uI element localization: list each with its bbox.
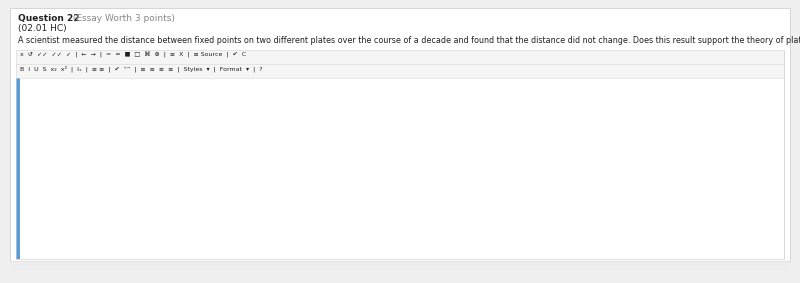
- Text: x  ↺  ✓✓  ✓✓  ✓  |  ←  →  |  =  ≈  ■  □  ⌘  ⊕  |  ≡  X  |  ≡ Source  |  ✔  C: x ↺ ✓✓ ✓✓ ✓ | ← → | = ≈ ■ □ ⌘ ⊕ | ≡ X | …: [20, 52, 246, 58]
- Text: Question 22: Question 22: [18, 14, 79, 23]
- Bar: [16, 78, 20, 259]
- Bar: [16, 50, 784, 259]
- Bar: [16, 50, 784, 64]
- Text: B  I  U  S  x₂  x²  |  Iₓ  |  ≡ ≡  |  ✔  “”  |  ≡  ≡  ≡  ≡  |  Styles  ▾  |  For: B I U S x₂ x² | Iₓ | ≡ ≡ | ✔ “” | ≡ ≡ ≡ …: [20, 66, 262, 72]
- Bar: [10, 8, 790, 261]
- Bar: [16, 64, 784, 78]
- Text: A scientist measured the distance between fixed points on two different plates o: A scientist measured the distance betwee…: [18, 36, 800, 45]
- Bar: [10, 261, 790, 271]
- Text: (02.01 HC): (02.01 HC): [18, 24, 66, 33]
- Text: (Essay Worth 3 points): (Essay Worth 3 points): [70, 14, 175, 23]
